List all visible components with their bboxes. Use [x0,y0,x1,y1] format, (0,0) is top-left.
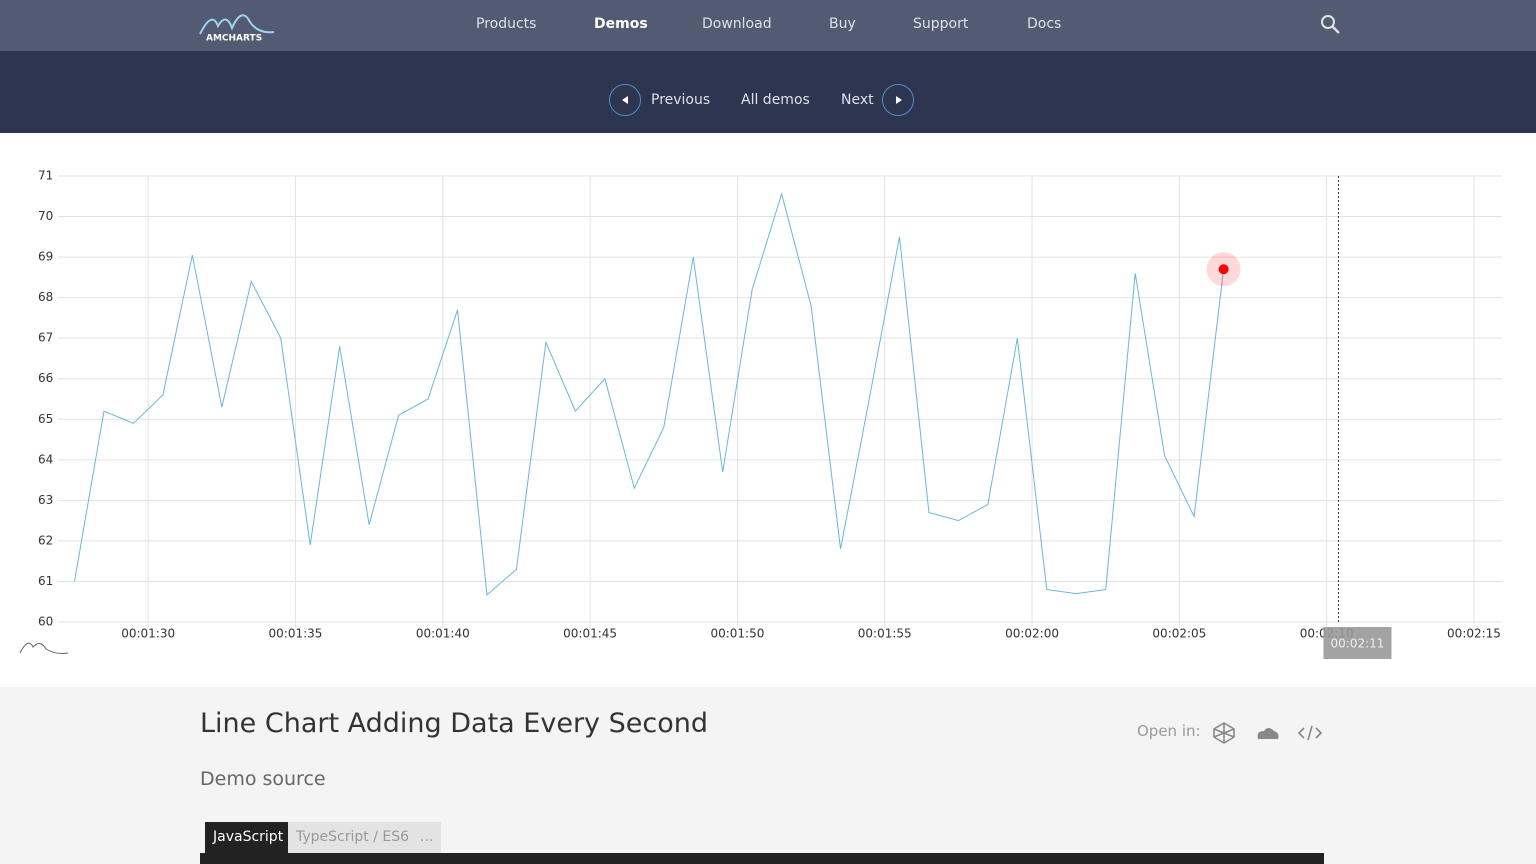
previous-link[interactable]: Previous [651,92,711,108]
x-tick-label: 00:01:30 [121,627,175,641]
chart-area: 60 61 62 63 64 65 66 67 68 69 70 71 00:01:30 00:01:35… [0,133,1536,687]
y-tick-label: 68 [38,290,53,304]
open-in-icons[interactable] [1212,721,1324,745]
demo-nav [0,51,1536,133]
cursor-tooltip [1323,627,1392,659]
x-tick-label: 00:01:35 [269,627,323,641]
y-tick-label: 62 [38,533,53,547]
top-bar: AMCHARTS Products Demos Download Buy Sup… [0,0,1536,51]
y-tick-label: 66 [38,371,53,385]
code-block [200,853,1324,864]
y-tick-label: 70 [38,209,53,223]
x-tick-label: 00:02:15 [1447,627,1501,641]
chart: 60 61 62 63 64 65 66 67 68 69 70 71 00:01:30 00:01:35… [19,169,1502,659]
x-tick-label: 00:01:45 [563,627,617,641]
x-tick-label: 00:02:00 [1005,627,1059,641]
nav-item[interactable]: Docs [1027,16,1062,32]
x-tick-label: 00:01:55 [858,627,912,641]
tab[interactable]: JavaScript [205,822,292,853]
y-tick-label: 65 [38,412,53,426]
nav-item[interactable]: Products [476,16,537,32]
demo-source: Demo source [200,768,326,790]
chart-logo [19,642,69,654]
tab[interactable]: TypeScript / ES6 [288,822,418,853]
y-tick-label: 64 [38,452,53,466]
x-tick-label: 00:02:05 [1152,627,1206,641]
previous-button[interactable] [609,84,641,116]
y-tick-label: 63 [38,493,53,507]
x-tick-label: 00:01:50 [710,627,764,641]
y-tick-label: 60 [38,615,53,629]
logo[interactable]: AMCHARTS [198,8,278,44]
open-in: Open in: [1137,722,1201,740]
nav-item[interactable]: Support [913,16,969,32]
all-demos-link[interactable]: All demos [741,92,810,108]
line [74,192,1225,596]
y-tick-label: 67 [38,331,53,345]
cursor-label: 00:02:11 [1331,637,1385,651]
tab[interactable]: ... [412,822,442,853]
bullet [1218,264,1229,275]
nav-item[interactable]: Download [702,16,772,32]
search-icon[interactable] [1320,14,1342,36]
logo-text: AMCHARTS [206,34,262,44]
y-tick-label: 61 [38,574,53,588]
next-button[interactable] [882,84,914,116]
demo-title: Line Chart Adding Data Every Second [200,708,708,739]
x-tick-label: 00:01:40 [416,627,470,641]
nav-item[interactable]: Buy [829,16,856,32]
y-tick-label: 69 [38,250,53,264]
next-link[interactable]: Next [841,92,874,108]
nav-item[interactable]: Demos [594,16,648,32]
y-tick-label: 71 [38,169,53,183]
